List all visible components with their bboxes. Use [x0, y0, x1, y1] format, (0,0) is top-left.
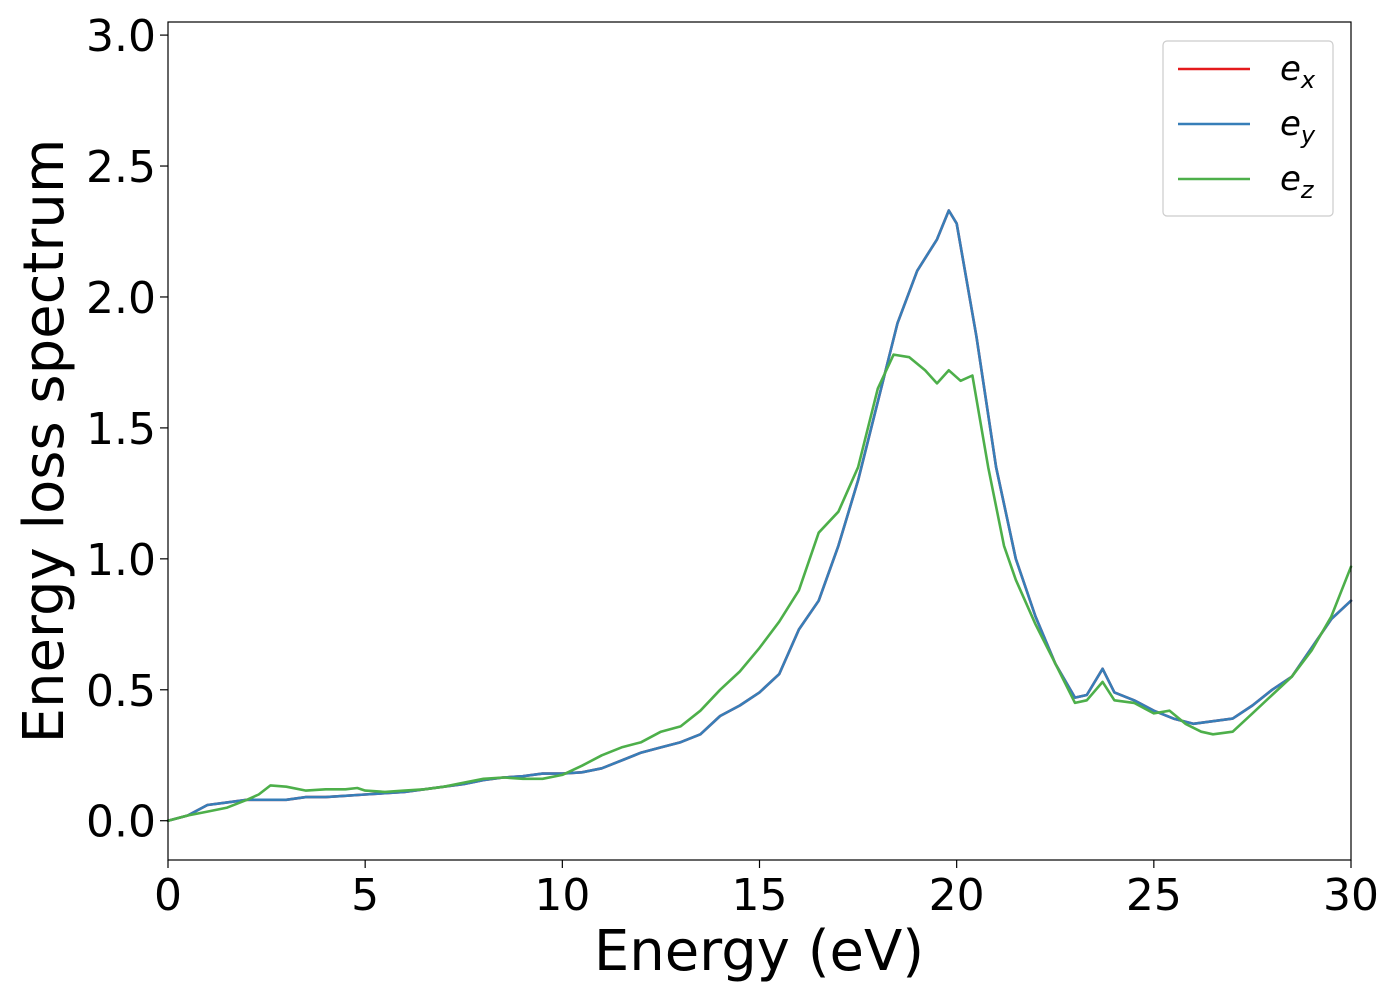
y-tick-label: 1.5: [86, 404, 156, 455]
series-line-e-y: [166, 209, 1353, 823]
x-tick-label: 15: [732, 870, 788, 921]
y-tick-label: 3.0: [86, 11, 156, 62]
x-tick-label: 20: [929, 870, 985, 921]
y-tick-label: 0.5: [86, 666, 156, 717]
x-tick-label: 10: [534, 870, 590, 921]
x-tick-label: 5: [351, 870, 379, 921]
x-tick-label: 0: [154, 870, 182, 921]
y-axis-label: Energy loss spectrum: [12, 139, 77, 744]
legend-frame: [1162, 40, 1334, 217]
series-layer: [166, 209, 1353, 823]
x-axis: 0 5 10 15 20 25 30: [154, 860, 1379, 921]
y-tick-label: 0.0: [86, 797, 156, 848]
x-tick-label: 30: [1323, 870, 1379, 921]
y-tick-label: 1.0: [86, 535, 156, 586]
series-line-e-z: [166, 353, 1353, 823]
y-tick-label: 2.0: [86, 273, 156, 324]
y-axis: 0.0 0.5 1.0 1.5 2.0 2.5 3.0: [86, 11, 168, 848]
x-tick-label: 25: [1126, 870, 1182, 921]
y-tick-label: 2.5: [86, 142, 156, 193]
plot-area: [168, 22, 1351, 860]
x-axis-label: Energy (eV): [594, 919, 924, 984]
